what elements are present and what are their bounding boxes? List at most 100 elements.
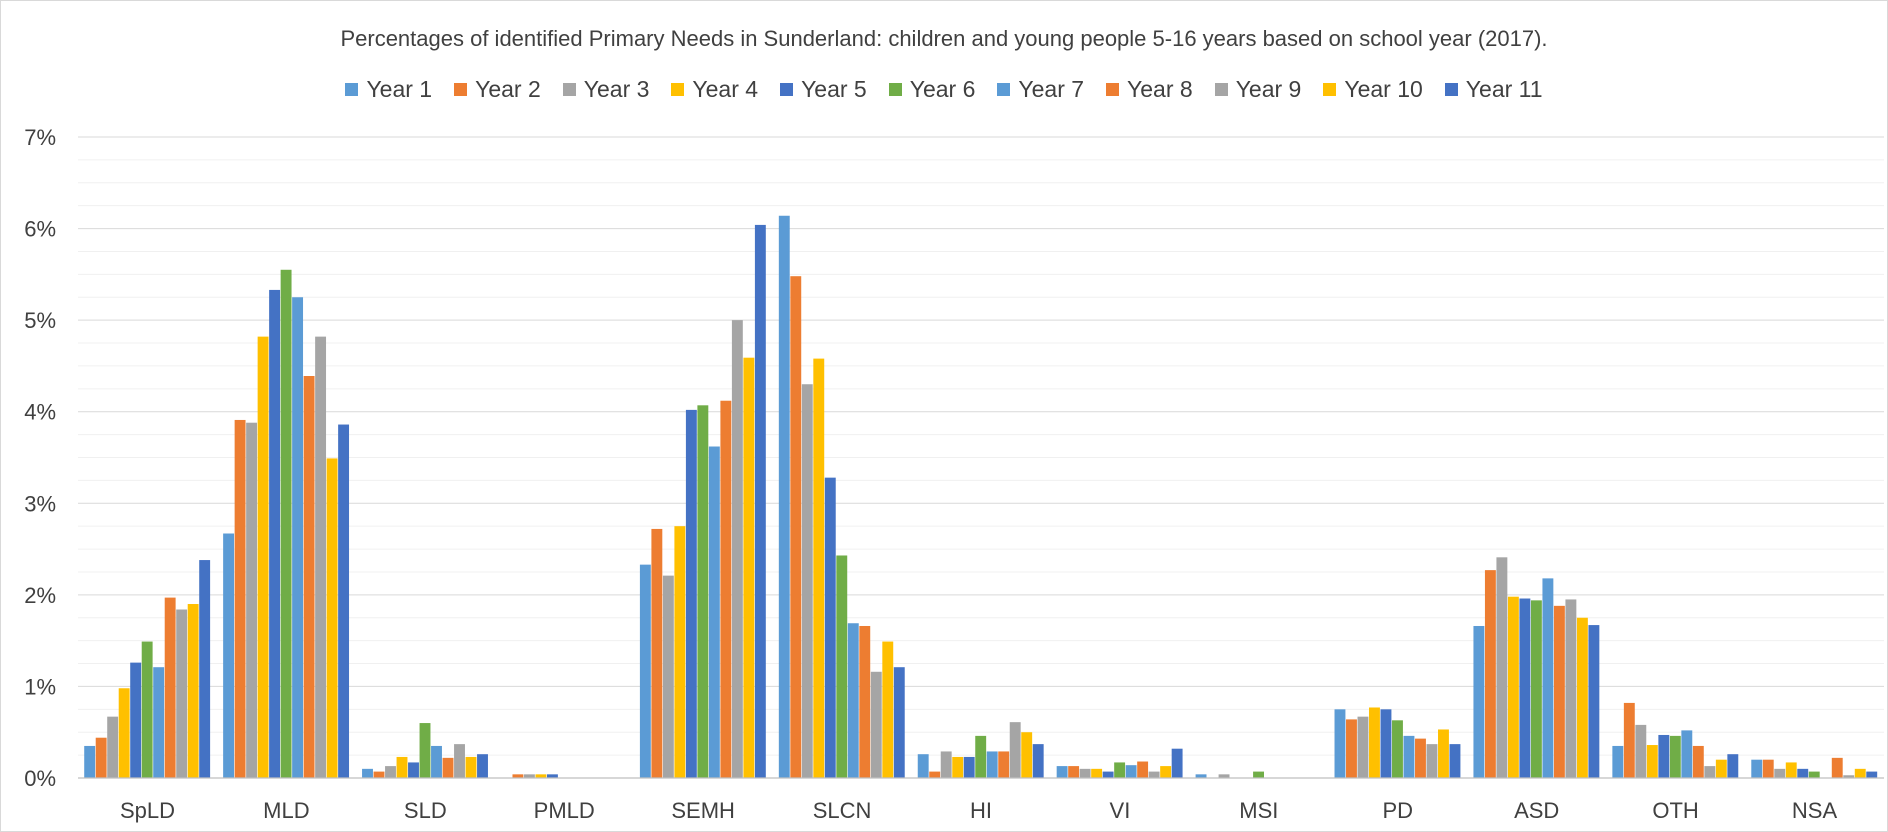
- bar-slcn-year-4: [813, 358, 825, 778]
- legend-swatch: [1323, 83, 1337, 96]
- bar-hi-year-8: [998, 751, 1010, 778]
- x-tick-label: SLCN: [813, 798, 872, 823]
- bar-spld-year-7: [153, 667, 165, 778]
- bar-hi-year-3: [940, 751, 952, 778]
- x-tick-label: OTH: [1652, 798, 1698, 823]
- bar-nsa-year-9: [1843, 775, 1855, 778]
- bar-nsa-year-2: [1762, 759, 1774, 778]
- legend-label: Year 10: [1344, 76, 1423, 102]
- bar-oth-year-7: [1681, 730, 1693, 778]
- bar-semh-year-10: [743, 357, 755, 778]
- bar-sld-year-7: [431, 745, 442, 778]
- bar-sld-year-9: [454, 744, 465, 778]
- bar-mld-year-10: [326, 458, 338, 778]
- bar-asd-year-9: [1565, 599, 1577, 778]
- bar-spld-year-6: [141, 641, 153, 778]
- legend-swatch: [454, 83, 468, 96]
- bar-hi-year-11: [1032, 744, 1044, 778]
- bar-msi-year-3: [1218, 774, 1230, 778]
- bar-vi-year-1: [1056, 766, 1068, 778]
- bar-pmld-year-5: [546, 774, 558, 778]
- bar-spld-year-4: [118, 688, 130, 778]
- bar-sld-year-6: [419, 723, 431, 778]
- bar-pd-year-11: [1449, 744, 1461, 778]
- bar-hi-year-5: [963, 756, 975, 778]
- bar-hi-year-4: [952, 756, 964, 778]
- bar-oth-year-11: [1727, 754, 1739, 778]
- legend-swatch: [1106, 83, 1120, 96]
- bar-sld-year-5: [408, 762, 419, 778]
- legend-label: Year 9: [1235, 76, 1302, 102]
- bar-semh-year-4: [674, 526, 686, 778]
- x-tick-label: PMLD: [534, 798, 595, 823]
- bar-nsa-year-3: [1774, 768, 1786, 778]
- bar-hi-year-2: [929, 771, 941, 778]
- bar-pd-year-9: [1426, 744, 1438, 778]
- y-tick-label: 1%: [24, 674, 56, 699]
- bar-vi-year-4: [1091, 768, 1103, 778]
- bar-mld-year-8: [303, 376, 315, 778]
- legend-label: Year 8: [1127, 76, 1193, 102]
- bar-semh-year-7: [708, 446, 720, 778]
- bar-asd-year-3: [1496, 557, 1508, 778]
- bar-vi-year-8: [1137, 761, 1149, 778]
- legend-swatch: [780, 83, 794, 96]
- bar-slcn-year-5: [824, 477, 836, 778]
- bar-mld-year-7: [292, 297, 304, 778]
- legend-label: Year 2: [475, 76, 541, 102]
- bar-msi-year-6: [1253, 771, 1264, 778]
- bar-spld-year-11: [199, 560, 211, 778]
- legend-label: Year 7: [1018, 76, 1085, 102]
- bar-vi-year-6: [1114, 762, 1126, 778]
- legend-swatch: [888, 83, 902, 96]
- legend-item: Year 2: [454, 76, 541, 103]
- bar-hi-year-7: [986, 751, 998, 778]
- bar-semh-year-8: [720, 400, 732, 778]
- bar-semh-year-3: [662, 575, 674, 778]
- bar-asd-year-6: [1530, 600, 1542, 778]
- legend-label: Year 4: [692, 76, 759, 102]
- legend-item: Year 9: [1214, 76, 1302, 103]
- x-tick-label: SpLD: [120, 798, 175, 823]
- x-tick-label: SEMH: [671, 798, 735, 823]
- bar-spld-year-10: [187, 604, 199, 778]
- bar-asd-year-7: [1542, 578, 1554, 778]
- bar-nsa-year-8: [1831, 757, 1843, 778]
- bar-oth-year-2: [1623, 702, 1635, 778]
- legend-item: Year 10: [1323, 76, 1423, 103]
- bar-semh-year-1: [639, 564, 651, 778]
- legend-label: Year 6: [909, 76, 976, 102]
- bar-mld-year-6: [280, 269, 292, 778]
- bar-spld-year-5: [130, 662, 142, 778]
- bar-nsa-year-4: [1785, 762, 1797, 778]
- bar-pd-year-1: [1334, 709, 1346, 778]
- bar-pmld-year-4: [535, 774, 547, 778]
- bar-vi-year-3: [1079, 768, 1091, 778]
- bar-vi-year-5: [1102, 771, 1114, 778]
- legend-item: Year 11: [1444, 76, 1543, 103]
- legend-swatch: [1214, 83, 1228, 96]
- x-tick-label: ASD: [1514, 798, 1559, 823]
- bar-hi-year-10: [1021, 732, 1033, 778]
- bar-vi-year-7: [1125, 765, 1137, 778]
- bar-mld-year-11: [338, 424, 350, 778]
- bar-spld-year-1: [84, 745, 96, 778]
- legend-item: Year 7: [997, 76, 1084, 103]
- bar-semh-year-5: [685, 409, 697, 778]
- y-tick-label: 5%: [24, 308, 56, 333]
- bar-sld-year-10: [465, 756, 477, 778]
- bar-pd-year-2: [1346, 719, 1357, 778]
- bar-sld-year-8: [442, 757, 454, 778]
- legend-item: Year 1: [345, 76, 432, 103]
- legend-item: Year 3: [562, 76, 650, 103]
- bar-slcn-year-6: [836, 555, 848, 778]
- legend-label: Year 3: [583, 76, 650, 102]
- bar-slcn-year-7: [847, 623, 859, 778]
- bar-asd-year-2: [1484, 570, 1496, 778]
- y-tick-label: 6%: [24, 217, 56, 242]
- y-tick-label: 4%: [24, 400, 56, 425]
- bar-mld-year-5: [269, 289, 281, 778]
- bar-vi-year-2: [1068, 766, 1080, 778]
- bar-pd-year-4: [1369, 707, 1380, 778]
- legend-swatch: [997, 83, 1011, 96]
